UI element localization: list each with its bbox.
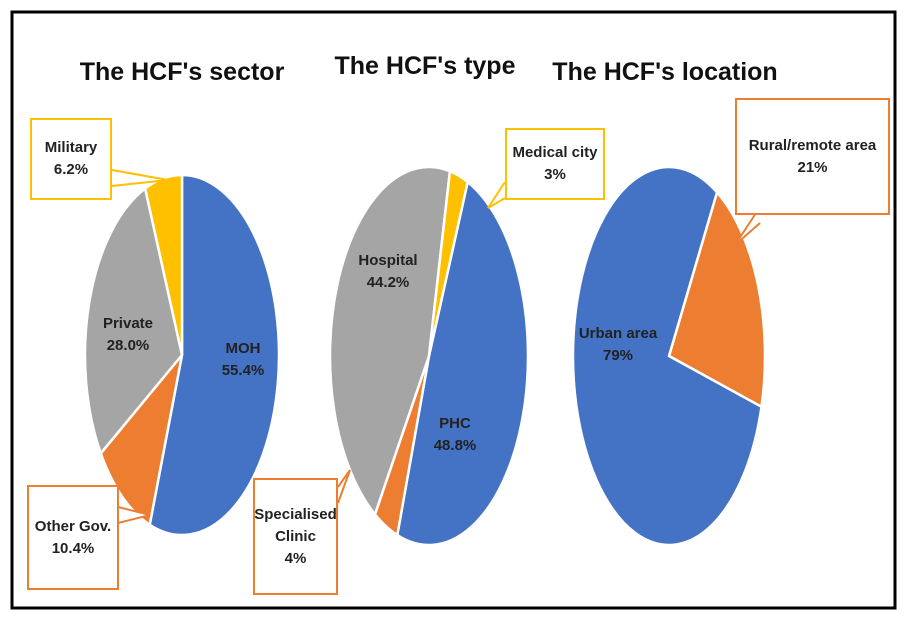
value-label: 6.2% bbox=[53, 161, 89, 178]
slice-label: Other Gov. 10.4% bbox=[27, 485, 119, 590]
category-label: Other Gov. bbox=[34, 517, 112, 535]
pie-slice bbox=[427, 169, 470, 357]
slice-label: Specialised Clinic 4% bbox=[253, 478, 338, 595]
pie-slice bbox=[83, 186, 184, 456]
frame bbox=[10, 10, 897, 610]
chart-title: The HCF's sector bbox=[79, 58, 285, 86]
leader-line bbox=[337, 469, 351, 504]
slice-label: Medical city 3% bbox=[505, 128, 605, 200]
value-label: 4% bbox=[284, 549, 307, 567]
chart-title: The HCF's location bbox=[552, 58, 778, 86]
leader-line bbox=[734, 206, 761, 246]
value-label: 79% bbox=[602, 347, 634, 364]
category-label: Hospital bbox=[358, 252, 418, 269]
pie-slice bbox=[571, 165, 763, 547]
category-label: Specialised Clinic bbox=[254, 505, 337, 545]
slice-label: Rural/remote area 21% bbox=[735, 98, 890, 215]
pie-slice bbox=[395, 179, 530, 547]
leader-line bbox=[487, 181, 506, 209]
category-label: Rural/remote area bbox=[748, 136, 877, 154]
slice-label: Private 28.0% bbox=[88, 311, 168, 359]
value-label: 48.8% bbox=[433, 437, 477, 454]
category-label: PHC bbox=[439, 415, 471, 432]
category-label: Military bbox=[44, 139, 98, 156]
leader-line bbox=[111, 169, 169, 187]
category-label: Private bbox=[102, 315, 154, 332]
category-label: Medical city bbox=[512, 144, 598, 161]
leader-line bbox=[117, 506, 151, 524]
chart-title: The HCF's type bbox=[334, 52, 516, 80]
value-label: 21% bbox=[797, 158, 828, 176]
pie-slice bbox=[328, 165, 452, 517]
value-label: 10.4% bbox=[51, 539, 95, 557]
value-label: 3% bbox=[544, 166, 566, 183]
slice-label: Hospital 44.2% bbox=[348, 248, 428, 296]
value-label: 28.0% bbox=[106, 337, 150, 354]
slice-label: MOH 55.4% bbox=[208, 336, 278, 384]
category-label: Urban area bbox=[578, 325, 658, 342]
value-label: 55.4% bbox=[221, 362, 265, 379]
slice-label: Urban area 79% bbox=[568, 321, 668, 369]
value-label: 44.2% bbox=[366, 274, 410, 291]
slice-label: PHC 48.8% bbox=[420, 411, 490, 459]
pie-slice bbox=[99, 354, 184, 527]
slice-label: Military 6.2% bbox=[30, 118, 112, 200]
category-label: MOH bbox=[225, 340, 261, 357]
pie-slice bbox=[667, 189, 767, 409]
